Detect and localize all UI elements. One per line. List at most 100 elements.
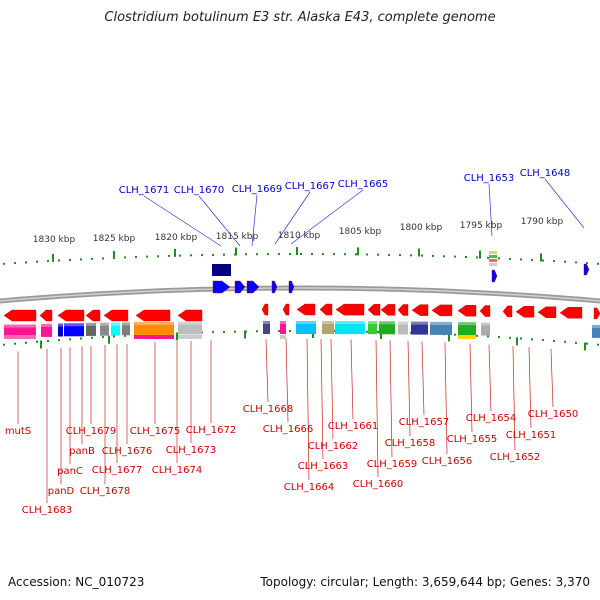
lower-dot (14, 342, 16, 345)
bottom-gene-label: CLH_1651 (506, 430, 557, 441)
scale-dot (344, 253, 346, 256)
cog-box (58, 323, 63, 337)
scale-dot (245, 253, 247, 256)
leader-line (389, 340, 393, 458)
scale-dot (25, 261, 27, 264)
cog-box-shine (335, 321, 365, 325)
scale-dot (498, 257, 500, 260)
gene-arrow (212, 280, 231, 294)
cog-box (489, 255, 497, 258)
scale-dot (443, 255, 445, 258)
lower-dot (564, 340, 566, 343)
cog-box (296, 321, 316, 334)
scale-dot (157, 255, 159, 258)
lower-dot (531, 338, 533, 341)
gene-arrow (559, 307, 583, 319)
cog-box-shine (592, 324, 600, 328)
scale-dot (311, 253, 313, 255)
scale-tick (296, 247, 298, 255)
leader-line (143, 195, 222, 247)
cog-box (86, 322, 96, 336)
leader-line (320, 339, 324, 460)
lower-dot (102, 336, 104, 339)
gene-arrow (282, 303, 290, 316)
cog-box-shine (64, 323, 84, 327)
scale-dot (421, 254, 423, 257)
scale-dot (201, 254, 203, 257)
bottom-gene-label: CLH_1683 (22, 505, 73, 516)
bottom-gene-label: CLH_1656 (422, 456, 473, 467)
scale-dot (377, 253, 379, 256)
lower-tick (244, 330, 246, 339)
lower-dot (256, 330, 258, 333)
cog-box-shine (481, 322, 490, 326)
scale-dot (465, 256, 467, 258)
lower-tick (40, 340, 42, 349)
bottom-gene-label: CLH_1661 (328, 421, 379, 432)
gene-arrow (3, 309, 37, 322)
scale-tick (418, 248, 420, 257)
gene-arrow (367, 304, 381, 316)
cog-box-shine (100, 322, 109, 326)
top-gene-label: CLH_1653 (464, 173, 515, 184)
scale-label: 1800 kbp (400, 223, 443, 233)
lower-dot (487, 335, 489, 338)
scale-dot (212, 253, 214, 256)
cog-box (178, 335, 202, 339)
top-gene-label: CLH_1669 (232, 184, 283, 195)
cog-box (212, 264, 231, 276)
lower-dot (234, 330, 236, 333)
lower-dot (47, 340, 49, 342)
bottom-gene-label: panB (69, 446, 95, 457)
gene-arrow (234, 280, 246, 294)
gene-arrow (479, 305, 491, 317)
gene-arrow (537, 306, 557, 318)
gene-arrow (271, 280, 278, 294)
cog-box (178, 321, 202, 335)
bottom-gene-label: CLH_1650 (528, 409, 579, 420)
cog-box-shine (4, 324, 36, 328)
scale-dot (597, 262, 599, 265)
leader-line (375, 339, 379, 478)
cog-box (430, 321, 452, 335)
top-gene-label: CLH_1671 (119, 185, 170, 196)
scale-dot (586, 262, 588, 265)
cog-box-shine (86, 322, 96, 326)
scale-dot (564, 260, 566, 263)
scale-dot (190, 254, 192, 257)
bottom-gene-label: mutS (5, 426, 31, 437)
leader-line (306, 338, 310, 481)
gene-arrow (515, 306, 535, 318)
backbone-highlight (0, 287, 600, 302)
bottom-gene-label: CLH_1657 (399, 417, 450, 428)
scale-dot (366, 253, 368, 256)
gene-arrow (411, 304, 429, 316)
scale-dot (531, 258, 533, 261)
cog-box (134, 321, 174, 335)
cog-box-shine (41, 323, 52, 327)
gene-arrow (397, 304, 409, 316)
lower-dot (520, 337, 522, 340)
cog-box (368, 321, 377, 335)
cog-box (322, 321, 334, 334)
gene-arrow (288, 280, 295, 294)
scale-dot (355, 253, 357, 256)
cog-box-shine (280, 321, 286, 324)
scale-label: 1805 kbp (339, 227, 382, 237)
lower-tick (108, 335, 110, 344)
lower-dot (366, 330, 368, 333)
scale-tick (174, 248, 176, 257)
lower-dot (553, 340, 555, 342)
leader-line (544, 178, 585, 229)
lower-dot (289, 330, 291, 332)
leader-line (290, 189, 364, 245)
gene-features (3, 251, 600, 339)
scale-tick (540, 253, 542, 262)
gene-arrow (491, 269, 498, 283)
top-gene-label: CLH_1670 (174, 185, 225, 196)
lower-dot (36, 340, 38, 343)
scale-dot (124, 256, 126, 259)
cog-box-shine (368, 321, 377, 325)
scale-tick (113, 250, 115, 259)
bottom-gene-label: CLH_1672 (186, 425, 237, 436)
